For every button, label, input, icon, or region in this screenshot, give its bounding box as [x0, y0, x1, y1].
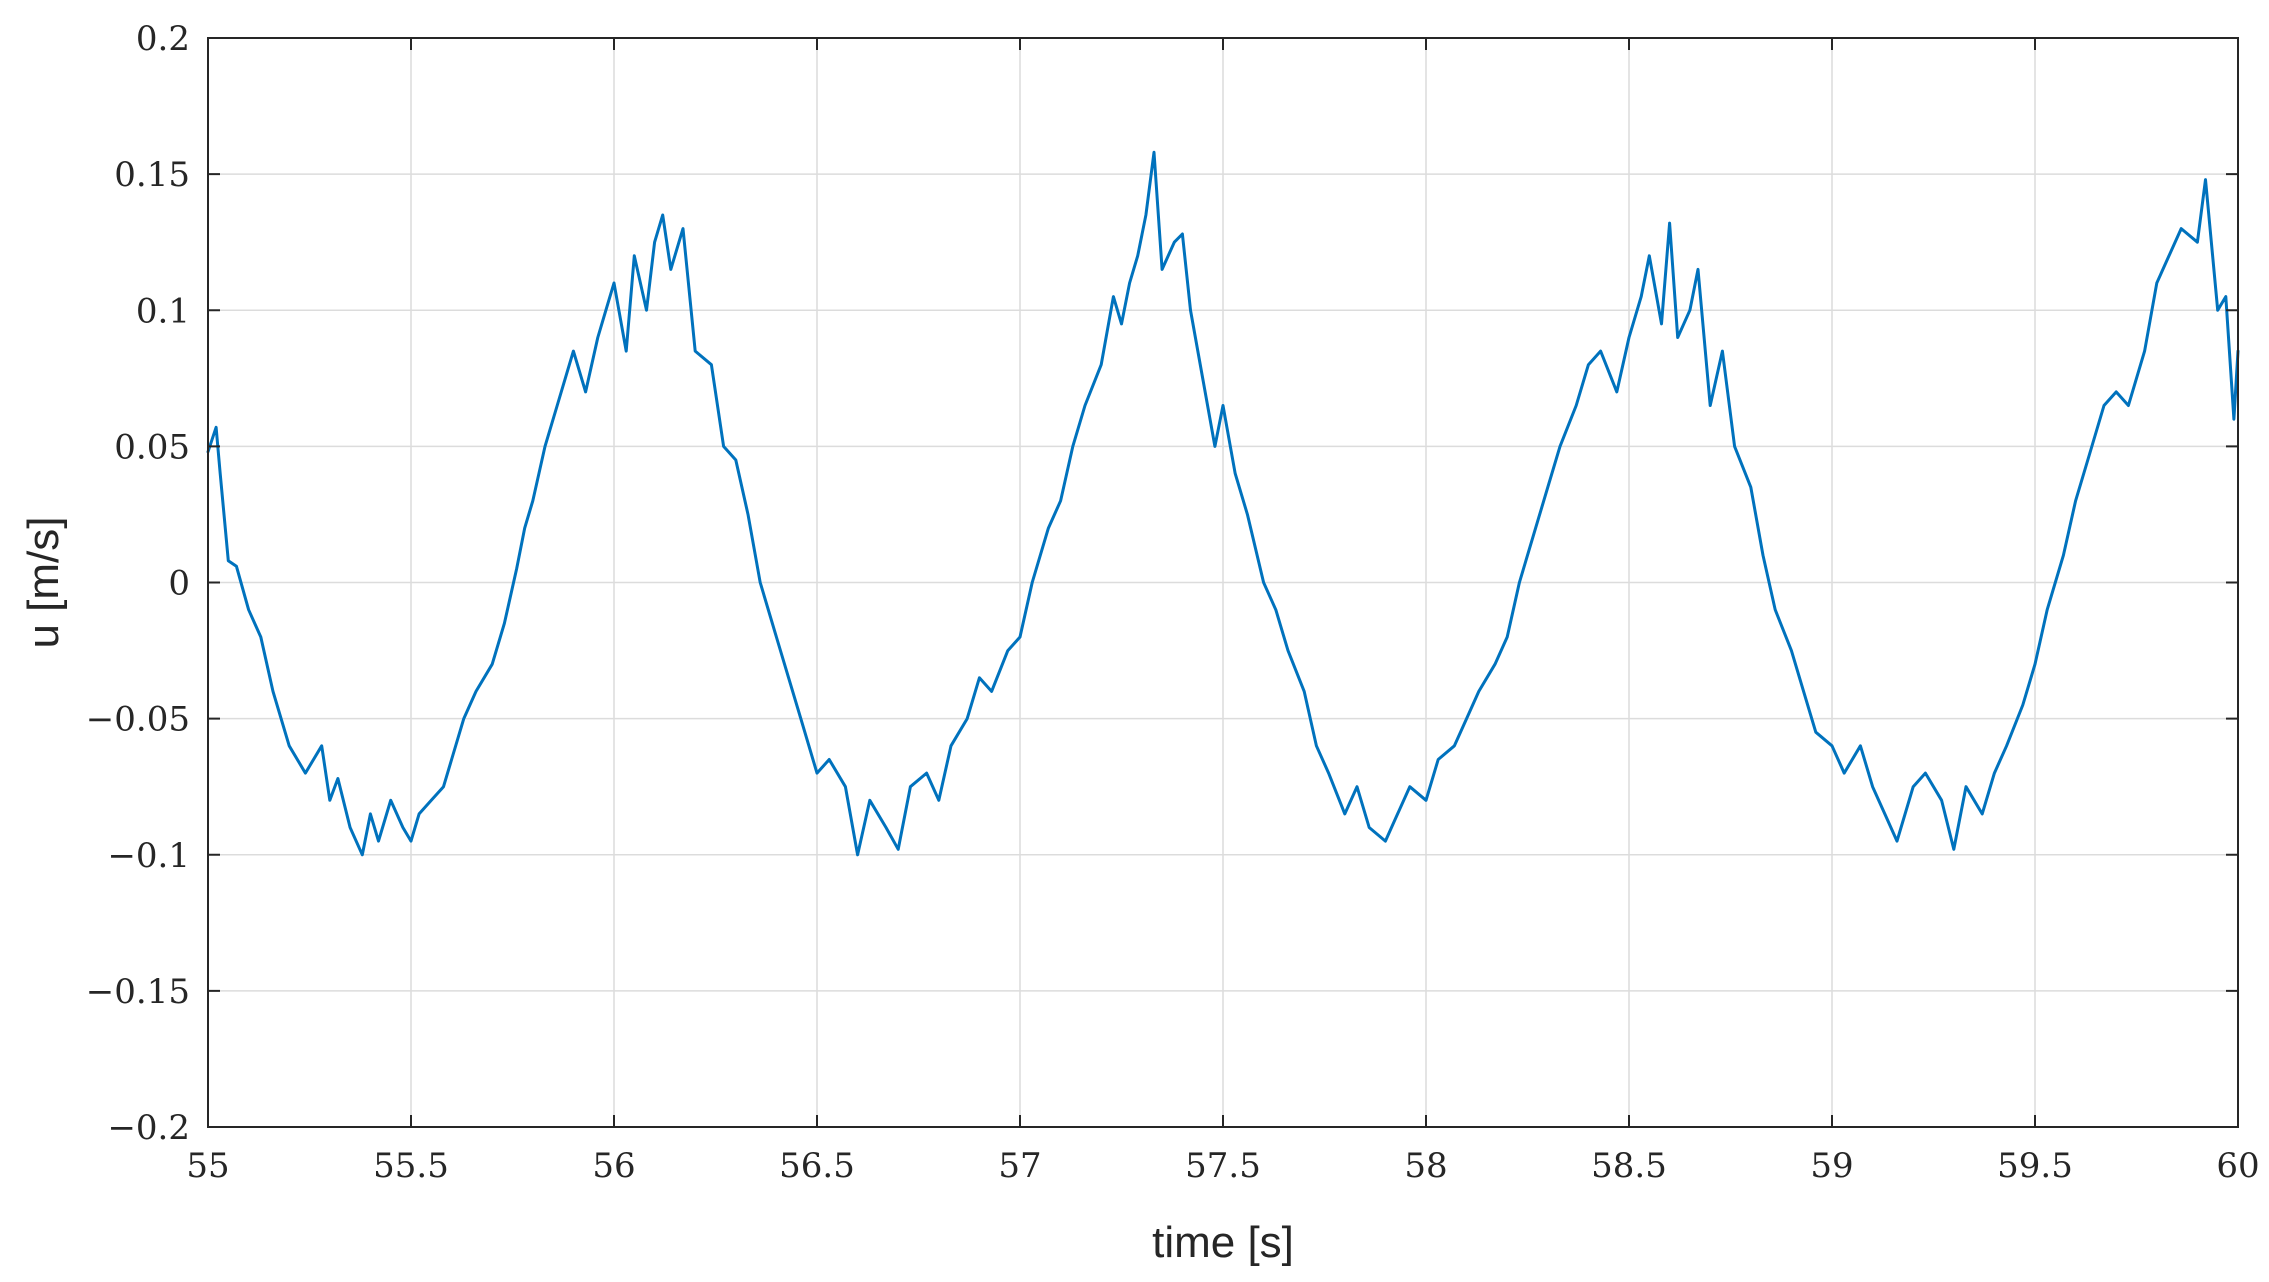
x-tick-label: 60 — [2216, 1146, 2259, 1186]
x-tick-label: 57 — [998, 1146, 1041, 1186]
x-tick-label: 58 — [1404, 1146, 1447, 1186]
y-tick-label: 0.05 — [114, 427, 190, 467]
label-layer: time [s] u [m/s] — [19, 516, 1294, 1267]
x-tick-label: 58.5 — [1591, 1146, 1667, 1186]
series-line — [206, 150, 2240, 857]
y-tick-label: 0 — [168, 564, 190, 604]
x-tick-label: 56.5 — [779, 1146, 855, 1186]
x-tick-label: 59.5 — [1997, 1146, 2073, 1186]
y-tick-label: −0.05 — [86, 700, 190, 740]
y-axis-label: u [m/s] — [19, 516, 68, 648]
y-tick-label: 0.1 — [136, 291, 190, 331]
x-tick-label: 55.5 — [373, 1146, 449, 1186]
y-tick-label: 0.2 — [136, 19, 190, 59]
y-tick-label: 0.15 — [114, 155, 190, 195]
series-layer — [206, 150, 2240, 857]
x-axis-label: time [s] — [1152, 1218, 1294, 1267]
y-tick-label: −0.2 — [107, 1108, 190, 1148]
x-tick-label: 56 — [592, 1146, 635, 1186]
x-tick-label: 59 — [1810, 1146, 1853, 1186]
tick-layer: 55 55.5 56 56.5 57 57.5 58 58.5 59 59.5 60 −0.2 −0.1… — [86, 19, 2260, 1186]
y-tick-label: −0.1 — [107, 836, 190, 876]
x-tick-label: 57.5 — [1185, 1146, 1261, 1186]
y-tick-label: −0.15 — [86, 972, 190, 1012]
x-tick-label: 55 — [186, 1146, 229, 1186]
